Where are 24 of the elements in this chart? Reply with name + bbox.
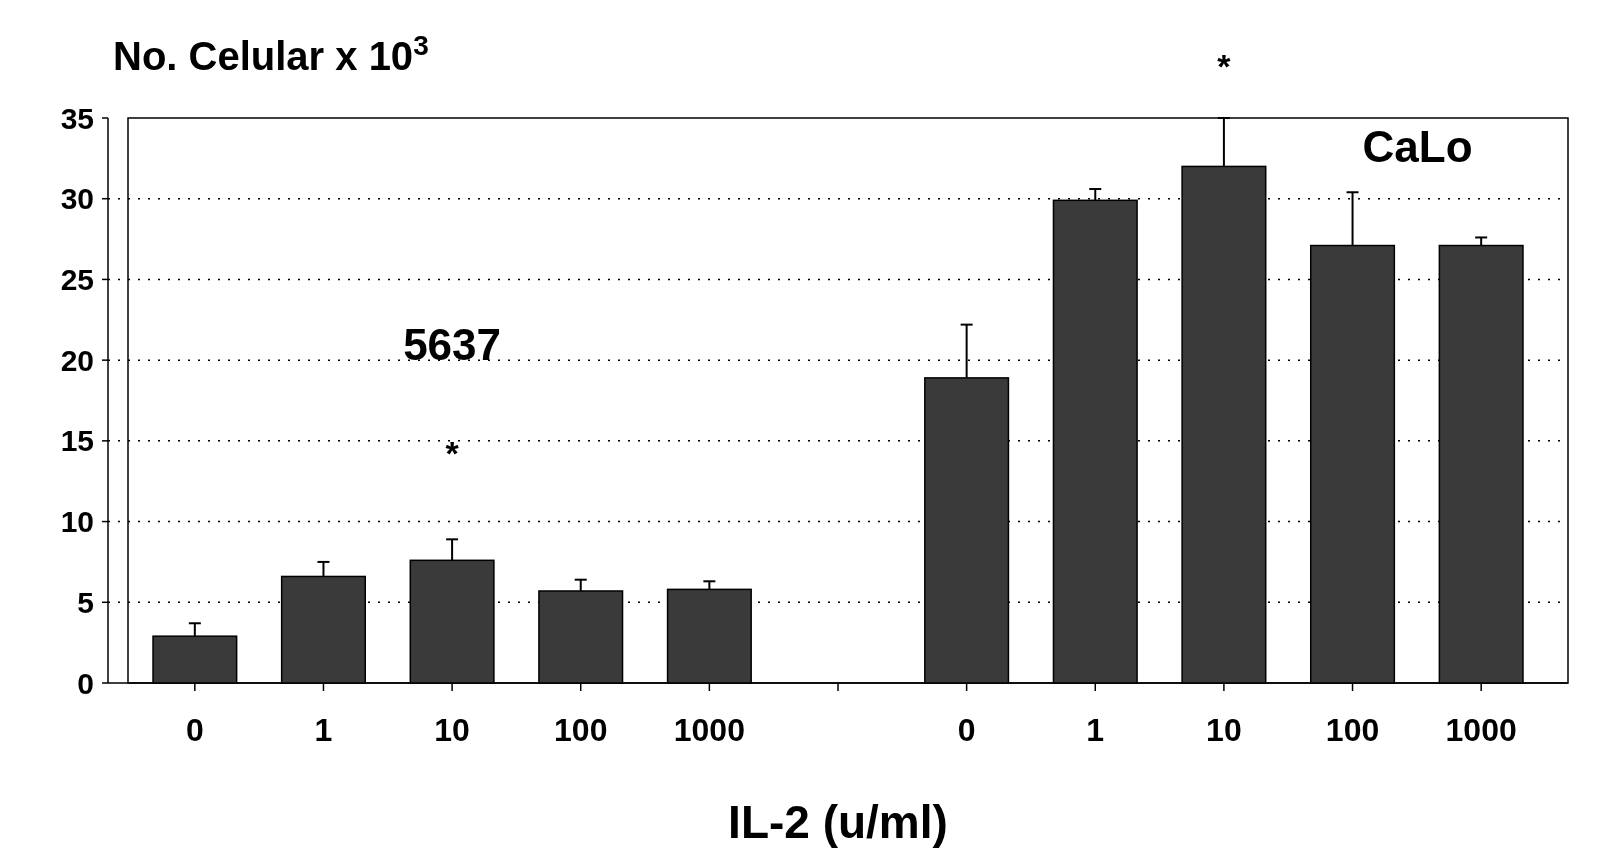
y-tick-label: 25 [60, 262, 94, 296]
y-tick-label: 20 [60, 343, 94, 377]
annotation: * [445, 434, 460, 473]
x-tick-label: 0 [185, 712, 204, 748]
x-axis-title: IL-2 (u/ml) [728, 796, 948, 848]
x-tick-label: 1000 [1445, 712, 1517, 748]
x-tick-label: 10 [434, 712, 470, 748]
x-tick-label: 1 [314, 712, 333, 748]
y-tick-label: 5 [77, 585, 94, 619]
x-tick-label: 100 [554, 712, 608, 748]
x-tick-label: 1 [1086, 712, 1105, 748]
annotation: 5637 [403, 320, 502, 370]
y-tick-label: 15 [60, 424, 94, 458]
x-tick-label: 10 [1206, 712, 1242, 748]
y-axis-title: No. Celular x 10$^{3}$ [113, 29, 429, 78]
text: * [1217, 46, 1232, 85]
y-tick-label: 35 [60, 101, 94, 135]
x-tick-label: 1000 [673, 712, 745, 748]
y-tick-label: 30 [60, 182, 94, 216]
x-tick-label: 0 [957, 712, 976, 748]
y-tick-label: 0 [77, 666, 94, 700]
x-tick-label: 100 [1325, 712, 1380, 748]
annotation: CaLo [1362, 121, 1473, 171]
y-tick-label: 10 [60, 505, 94, 539]
